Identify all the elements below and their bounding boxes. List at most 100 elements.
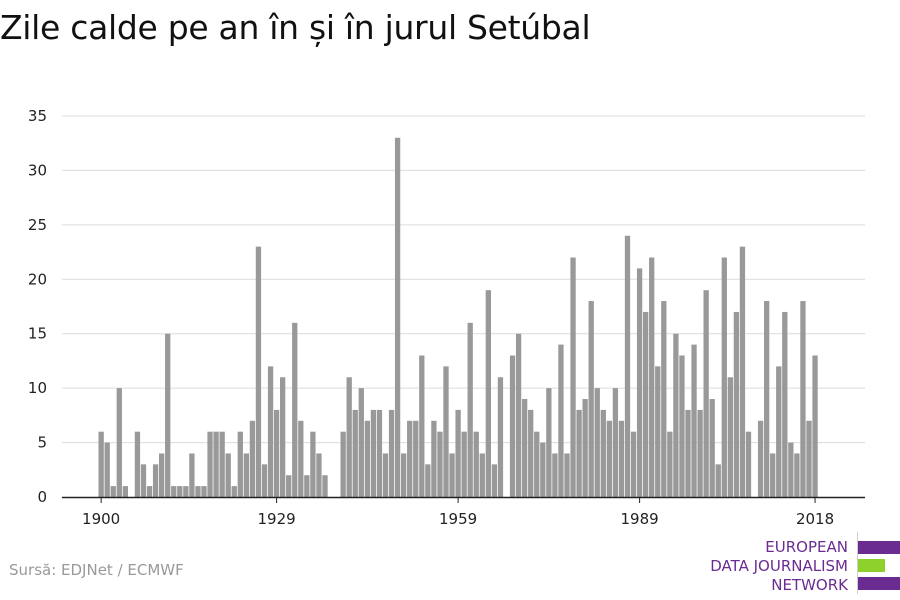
bar-1974 [546,388,552,497]
bar-1978 [570,257,576,497]
bar-1933 [298,420,304,497]
bar-1953 [419,355,425,497]
bar-1936 [316,453,322,497]
bar-1951 [407,420,413,497]
bar-1918 [207,431,213,497]
bar-1962 [473,431,479,497]
bar-1904 [122,486,128,497]
chart-title: Zile calde pe an în și în jurul Setúbal [0,8,591,47]
bar-1961 [467,322,473,497]
bar-1908 [146,486,153,497]
bar-1972 [534,431,540,497]
y-tick-label: 20 [28,270,47,288]
bar-1976 [558,344,564,497]
bar-1914 [183,486,189,497]
bar-1927 [261,464,268,497]
bar-1934 [304,475,310,497]
bar-1945 [370,409,377,497]
bar-1990 [643,311,649,497]
bar-1994 [667,431,673,497]
gridlines [62,115,865,444]
bar-1973 [540,442,546,497]
y-tick-label: 25 [28,216,47,234]
bar-1949 [394,137,401,497]
bar-1993 [661,301,667,497]
bar-1911 [165,333,171,497]
y-tick-label: 30 [28,161,47,179]
bar-1950 [401,453,407,497]
y-tick-label: 10 [28,379,47,397]
bar-2000 [703,290,709,497]
bar-1924 [243,453,249,497]
bar-1958 [449,453,455,497]
bar-1979 [576,409,582,497]
bar-1952 [413,420,419,497]
bar-1984 [606,420,612,497]
bar-2012 [776,366,782,497]
bar-1909 [152,464,159,497]
bar-2009 [757,420,764,497]
bar-1913 [177,486,183,497]
bar-1922 [231,486,237,497]
bar-1982 [594,388,600,497]
bar-1907 [140,464,147,497]
logo-text-line-3: NETWORK [771,576,848,594]
logo-text-line-2: DATA JOURNALISM [710,557,848,575]
bar-1903 [116,388,122,497]
bar-1941 [346,377,352,497]
bar-1906 [134,431,141,497]
logo-bar-green [858,559,885,572]
bar-1987 [624,235,631,497]
bar-1966 [497,377,504,497]
x-tick-label: 1959 [439,510,477,528]
bar-1969 [515,333,522,497]
bar-1960 [461,431,467,497]
bar-1999 [697,409,703,497]
x-axis: 1900 1929 1959 1989 2018 [62,496,865,528]
bar-1917 [201,486,207,497]
bar-1943 [358,388,364,497]
bar-1981 [588,301,594,497]
bar-1963 [479,453,485,497]
bar-2011 [770,453,776,497]
bar-1915 [189,453,195,497]
bar-1935 [310,431,316,497]
bar-1968 [509,355,516,497]
bar-1998 [691,344,697,497]
bar-1942 [352,409,358,497]
logo-divider [857,532,858,594]
x-tick-label: 1989 [621,510,659,528]
bar-1947 [382,453,389,497]
y-tick-label: 35 [28,107,47,125]
bar-1957 [443,366,449,497]
bar-1985 [612,388,619,497]
bar-2014 [788,442,794,497]
x-tick-label: 1900 [82,510,120,528]
bar-2006 [739,246,746,497]
bar-1977 [564,453,570,497]
bar-2015 [794,453,800,497]
bar-2007 [745,431,752,497]
bar-2017 [806,420,812,497]
bar-2003 [721,257,727,497]
bar-1997 [685,409,691,497]
bar-1971 [528,409,534,497]
source-note: Sursă: EDJNet / ECMWF [9,561,184,579]
y-axis-tick-labels: 0 5 10 15 20 25 30 35 [28,107,47,506]
bar-1986 [618,420,625,497]
y-tick-label: 5 [37,434,47,452]
bar-1956 [437,431,443,497]
bar-1955 [431,420,437,497]
bar-1970 [522,399,528,497]
bar-1988 [630,431,637,497]
bar-2001 [709,399,715,497]
bar-1980 [582,399,588,497]
bar-2013 [782,311,788,497]
bar-1948 [388,409,395,497]
logo-bar-purple-bottom [858,577,900,590]
bar-2002 [715,464,721,497]
y-tick-label: 0 [37,488,47,506]
bar-2010 [764,301,770,497]
bar-1910 [159,453,165,497]
